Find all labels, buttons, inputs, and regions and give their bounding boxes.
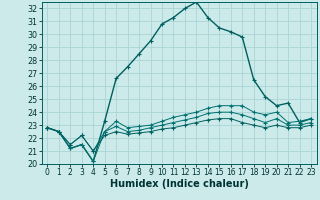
X-axis label: Humidex (Indice chaleur): Humidex (Indice chaleur) [110,179,249,189]
